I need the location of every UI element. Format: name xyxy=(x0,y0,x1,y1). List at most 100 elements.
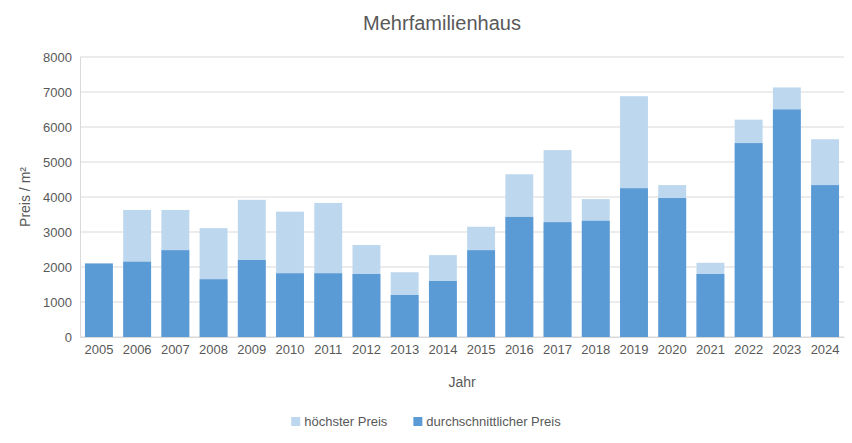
y-tick-label: 6000 xyxy=(43,120,72,135)
grid-line xyxy=(80,337,844,338)
x-tick-label: 2017 xyxy=(543,342,572,357)
bar xyxy=(467,227,495,337)
x-tick-label: 2012 xyxy=(352,342,381,357)
bar xyxy=(620,188,648,337)
y-axis: 0 1000 2000 3000 4000 5000 6000 7000 8000 xyxy=(43,50,80,345)
x-tick: 2009 xyxy=(237,337,266,357)
legend-swatch xyxy=(291,417,300,426)
bar xyxy=(353,274,381,337)
bar xyxy=(200,228,228,337)
bar xyxy=(544,222,572,337)
y-tick: 1000 xyxy=(43,295,80,310)
x-tick: 2021 xyxy=(696,337,725,357)
x-tick: 2006 xyxy=(123,337,152,357)
title: Mehrfamilienhaus xyxy=(363,12,521,34)
x-tick: 2007 xyxy=(161,337,190,357)
bar xyxy=(123,262,151,337)
y-tick: 8000 xyxy=(43,50,80,65)
bar xyxy=(582,199,610,337)
grid-line xyxy=(80,162,844,163)
bar-series xyxy=(85,87,839,337)
bar xyxy=(314,273,342,337)
x-tick: 2024 xyxy=(811,337,840,357)
bar-series xyxy=(85,110,839,338)
bar xyxy=(582,221,610,337)
legend-item: durchschnittlicher Preis xyxy=(413,414,561,429)
bar xyxy=(811,185,839,337)
x-tick-label: 2009 xyxy=(237,342,266,357)
bar xyxy=(696,274,724,337)
x-tick: 2015 xyxy=(467,337,496,357)
x-tick: 2010 xyxy=(276,337,305,357)
bar xyxy=(429,281,457,337)
bar xyxy=(276,273,304,337)
grid-line xyxy=(80,267,844,268)
bar xyxy=(658,185,686,337)
bar xyxy=(620,96,648,337)
x-tick: 2011 xyxy=(314,337,342,357)
x-tick-label: 2019 xyxy=(620,342,649,357)
y-tick-label: 2000 xyxy=(43,260,72,275)
x-tick: 2020 xyxy=(658,337,687,357)
y-axis-title: Preis / m² xyxy=(17,167,33,227)
bar xyxy=(123,210,151,337)
x-tick-label: 2020 xyxy=(658,342,687,357)
bar xyxy=(505,217,533,337)
x-tick: 2019 xyxy=(620,337,649,357)
x-tick-label: 2014 xyxy=(428,342,457,357)
y-tick: 4000 xyxy=(43,190,80,205)
bar xyxy=(161,250,189,337)
grid-line xyxy=(80,127,844,128)
x-tick-label: 2006 xyxy=(123,342,152,357)
bar xyxy=(200,279,228,337)
bar xyxy=(544,150,572,337)
bar xyxy=(314,203,342,337)
bar xyxy=(467,250,495,337)
y-tick: 2000 xyxy=(43,260,80,275)
x-tick: 2014 xyxy=(428,337,457,357)
y-tick-label: 8000 xyxy=(43,50,72,65)
x-tick: 2017 xyxy=(543,337,572,357)
bar xyxy=(735,120,763,337)
x-tick: 2005 xyxy=(84,337,113,357)
bar xyxy=(276,212,304,337)
bar xyxy=(238,200,266,337)
bar xyxy=(391,272,419,337)
bars xyxy=(85,87,839,337)
x-tick-label: 2016 xyxy=(505,342,534,357)
legend-label: höchster Preis xyxy=(304,414,388,429)
x-axis-line xyxy=(81,337,845,338)
x-tick: 2012 xyxy=(352,337,381,357)
x-tick-label: 2005 xyxy=(84,342,113,357)
x-tick-label: 2008 xyxy=(199,342,228,357)
x-tick-label: 2023 xyxy=(772,342,801,357)
x-tick-label: 2011 xyxy=(314,342,342,357)
x-tick: 2016 xyxy=(505,337,534,357)
y-tick: 5000 xyxy=(43,155,80,170)
y-tick: 3000 xyxy=(43,225,80,240)
legend-swatch xyxy=(413,417,422,426)
legend: höchster Preis durchschnittlicher Preis xyxy=(291,414,561,429)
x-tick: 2022 xyxy=(734,337,763,357)
bar xyxy=(391,295,419,337)
bar xyxy=(161,210,189,337)
y-tick-label: 1000 xyxy=(43,295,72,310)
y-tick: 6000 xyxy=(43,120,80,135)
x-tick-label: 2018 xyxy=(581,342,610,357)
x-tick: 2023 xyxy=(772,337,801,357)
x-tick: 2013 xyxy=(390,337,419,357)
y-tick: 7000 xyxy=(43,85,80,100)
bar xyxy=(85,264,113,338)
x-tick-label: 2024 xyxy=(811,342,840,357)
plot-area: 0 1000 2000 3000 4000 5000 6000 7000 8000 2005 200… xyxy=(43,50,844,358)
bar xyxy=(429,255,457,337)
x-tick: 2008 xyxy=(199,337,228,357)
y-tick-label: 0 xyxy=(65,330,72,345)
bar xyxy=(696,263,724,337)
grid xyxy=(80,57,844,337)
x-tick-label: 2015 xyxy=(467,342,496,357)
legend-label: durchschnittlicher Preis xyxy=(426,414,561,429)
x-tick-label: 2010 xyxy=(276,342,305,357)
y-tick-label: 4000 xyxy=(43,190,72,205)
y-tick: 0 xyxy=(65,330,80,345)
